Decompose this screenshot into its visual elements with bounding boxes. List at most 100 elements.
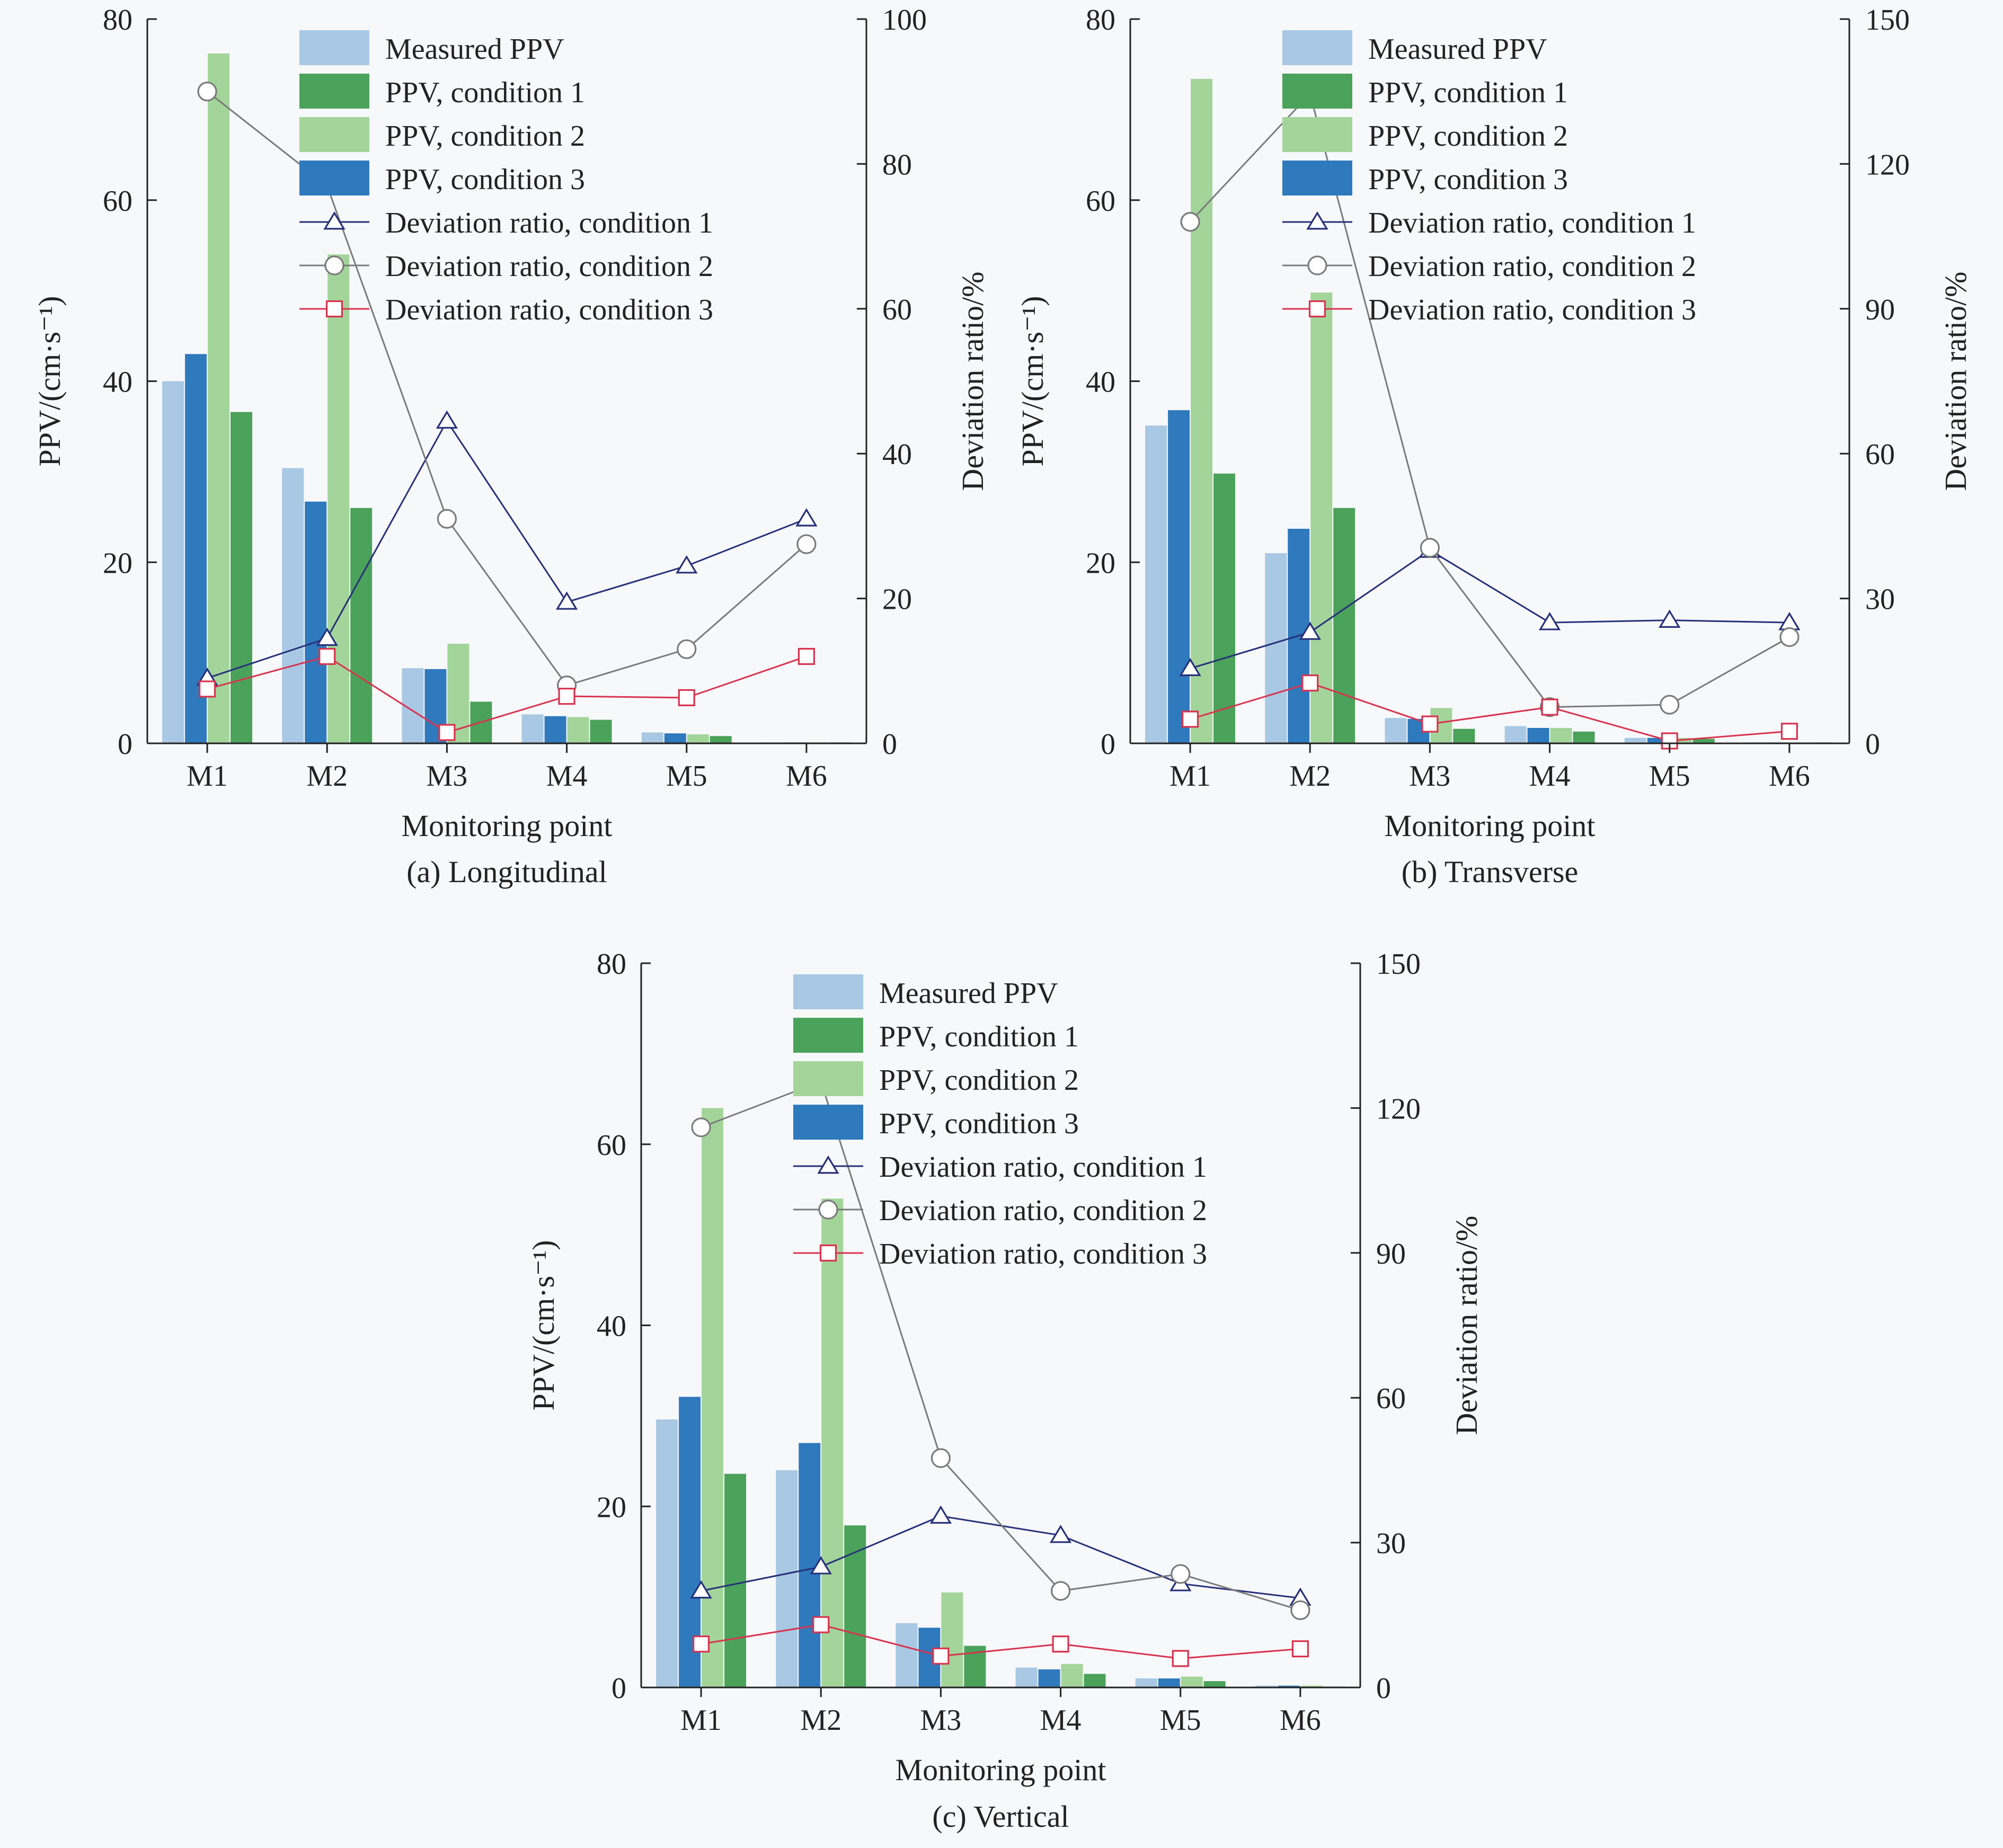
- line-dev1: [701, 1515, 1301, 1599]
- marker-dev3-M3: [438, 724, 456, 741]
- bar-cond1_bar-M4: [1084, 1674, 1106, 1687]
- x-axis-title: Monitoring point: [402, 808, 613, 843]
- y-tick-label: 0: [118, 728, 132, 761]
- bar-cond1_bar-M3: [1453, 728, 1475, 743]
- marker-dev3-M2: [1301, 674, 1319, 692]
- marker-dev3-M4: [1541, 698, 1558, 716]
- bar-cond2_bar-M1: [1191, 78, 1213, 744]
- bar-cond1_bar-M1: [1213, 473, 1236, 743]
- marker-dev3-M1: [1182, 710, 1199, 728]
- y-tick-label: 0: [1101, 728, 1115, 761]
- marker-dev3-M5: [678, 689, 695, 706]
- y-tick-label: 80: [1086, 4, 1115, 37]
- bar-cond1_bar-M5: [1203, 1681, 1226, 1687]
- bar-cond1_bar-M2: [350, 508, 373, 743]
- legend-label: Deviation ratio, condition 3: [879, 1238, 1207, 1270]
- y-tick-label: 60: [103, 185, 132, 218]
- legend-swatch-cond1_bar: [299, 74, 369, 109]
- legend-swatch-cond2_bar: [299, 117, 369, 152]
- y2-tick-label: 0: [1865, 728, 1880, 761]
- legend-label: Measured PPV: [879, 977, 1058, 1010]
- x-tick-label: M5: [1649, 760, 1690, 793]
- marker-dev3-M6: [1780, 723, 1798, 740]
- y-axis-title: PPV/(cm·s⁻¹): [526, 1240, 561, 1411]
- bar-measured-M4: [1015, 1667, 1038, 1687]
- marker-dev1-M4: [1049, 1524, 1072, 1543]
- legend-label: Deviation ratio, condition 2: [879, 1194, 1207, 1227]
- marker-dev1-M2: [810, 1556, 832, 1575]
- y2-axis-title: Deviation ratio/%: [1449, 1216, 1484, 1435]
- marker-dev1-M1: [1179, 658, 1201, 677]
- y-tick-label: 20: [597, 1491, 626, 1524]
- bar-measured-M4: [521, 714, 544, 743]
- x-tick-label: M2: [1289, 760, 1331, 793]
- y2-tick-label: 60: [1865, 438, 1895, 471]
- legend-marker-dev1: [817, 1155, 839, 1174]
- legend-swatch-measured: [1282, 30, 1352, 65]
- marker-dev1-M4: [555, 591, 578, 610]
- bar-cond3_bar-M4: [1038, 1669, 1060, 1687]
- marker-dev2-M1: [691, 1117, 711, 1138]
- line-dev1: [207, 419, 807, 679]
- legend-swatch-cond1_bar: [793, 1018, 863, 1053]
- y2-axis-title: Deviation ratio/%: [1938, 272, 1973, 491]
- marker-dev3-M1: [199, 680, 216, 698]
- legend-label: Deviation ratio, condition 3: [1368, 294, 1696, 326]
- bar-cond3_bar-M5: [1158, 1678, 1180, 1687]
- bar-cond1_bar-M4: [590, 719, 612, 743]
- bar-measured-M3: [896, 1623, 918, 1687]
- x-tick-label: M6: [1280, 1704, 1321, 1737]
- marker-dev2-M5: [1171, 1564, 1191, 1584]
- y2-tick-label: 80: [882, 148, 912, 181]
- bar-cond1_bar-M1: [724, 1473, 747, 1687]
- y2-tick-label: 90: [1865, 294, 1895, 326]
- legend: Measured PPV PPV, condition 1 PPV, conditi…: [793, 974, 1207, 1270]
- legend-swatch-cond2_bar: [793, 1061, 863, 1096]
- y-tick-label: 80: [103, 4, 132, 37]
- bar-cond3_bar-M5: [1647, 738, 1669, 743]
- y2-tick-label: 0: [882, 728, 897, 761]
- line-dev3: [207, 655, 807, 734]
- x-axis-title: Monitoring point: [1385, 808, 1596, 843]
- bar-measured-M1: [1145, 425, 1167, 743]
- bar-cond1_bar-M5: [710, 736, 732, 743]
- panel-caption: (b) Transverse: [1402, 855, 1578, 889]
- bar-cond1_bar-M1: [231, 412, 253, 743]
- bar-measured-M5: [1135, 1678, 1157, 1687]
- bar-cond2_bar-M5: [1181, 1676, 1203, 1687]
- marker-dev2-M6: [796, 534, 817, 554]
- y2-tick-label: 90: [1376, 1238, 1406, 1270]
- x-tick-label: M3: [1410, 760, 1451, 793]
- bar-measured-M2: [282, 468, 304, 743]
- marker-dev3-M5: [1172, 1650, 1189, 1667]
- x-tick-label: M1: [1169, 760, 1211, 793]
- bar-measured-M2: [776, 1470, 798, 1687]
- panel-caption: (c) Vertical: [932, 1799, 1069, 1834]
- bar-cond2_bar-M3: [941, 1592, 963, 1687]
- marker-dev2-M3: [1420, 538, 1440, 558]
- bar-measured-M4: [1504, 726, 1527, 743]
- x-tick-label: M4: [1040, 1704, 1082, 1737]
- marker-dev2-M1: [197, 82, 217, 102]
- bar-cond3_bar-M5: [664, 733, 686, 743]
- legend-label: PPV, condition 2: [1368, 120, 1568, 153]
- bar-cond2_bar-M4: [1061, 1664, 1083, 1687]
- marker-dev2-M3: [930, 1448, 951, 1468]
- y2-tick-label: 60: [882, 294, 912, 326]
- legend-swatch-cond3_bar: [299, 161, 369, 196]
- marker-dev1-M5: [1659, 609, 1681, 628]
- legend-marker-dev2: [818, 1200, 838, 1220]
- y-tick-label: 40: [103, 366, 132, 399]
- x-tick-label: M1: [187, 760, 228, 793]
- bar-cond2_bar-M1: [208, 53, 230, 744]
- y-tick-label: 60: [1086, 185, 1115, 218]
- legend: Measured PPV PPV, condition 1 PPV, conditi…: [299, 30, 713, 326]
- panel-caption: (a) Longitudinal: [406, 855, 607, 889]
- y2-tick-label: 40: [882, 438, 912, 471]
- marker-dev1-M5: [676, 555, 698, 574]
- marker-dev1-M6: [795, 508, 818, 527]
- bar-cond2_bar-M4: [1550, 727, 1572, 743]
- y-tick-label: 40: [597, 1310, 626, 1343]
- bar-cond1_bar-M5: [1692, 739, 1715, 743]
